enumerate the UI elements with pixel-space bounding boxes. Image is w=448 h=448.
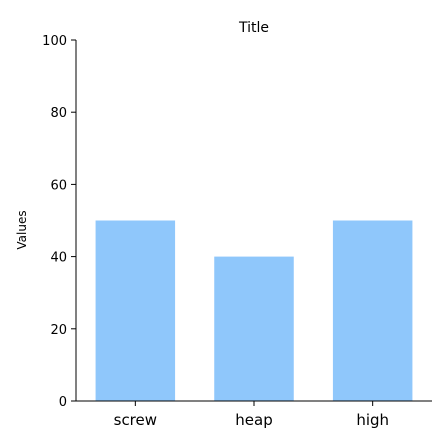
y-tick-label: 80	[50, 106, 67, 121]
x-tick-label: screw	[114, 411, 157, 429]
y-tick-label: 40	[50, 251, 67, 266]
y-axis-label: Values	[15, 210, 29, 249]
y-tick-label: 100	[42, 34, 67, 49]
chart-title: Title	[238, 20, 269, 36]
bars-group	[95, 220, 413, 401]
y-tick-label: 60	[50, 178, 67, 193]
x-tick-label: heap	[235, 411, 272, 429]
bar-high	[332, 220, 413, 401]
y-axis-ticks: 0 20 40 60 80 100	[42, 34, 76, 410]
bar-heap	[214, 256, 294, 401]
x-tick-label: high	[356, 411, 389, 429]
bar-screw	[95, 220, 176, 401]
x-axis-labels: screw heap high	[114, 401, 389, 429]
y-tick-label: 20	[50, 323, 67, 338]
y-tick-label: 0	[59, 395, 67, 410]
